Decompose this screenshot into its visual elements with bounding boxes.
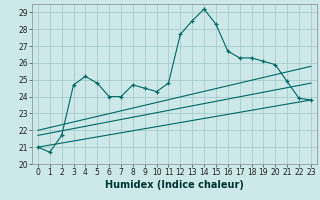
X-axis label: Humidex (Indice chaleur): Humidex (Indice chaleur) xyxy=(105,180,244,190)
